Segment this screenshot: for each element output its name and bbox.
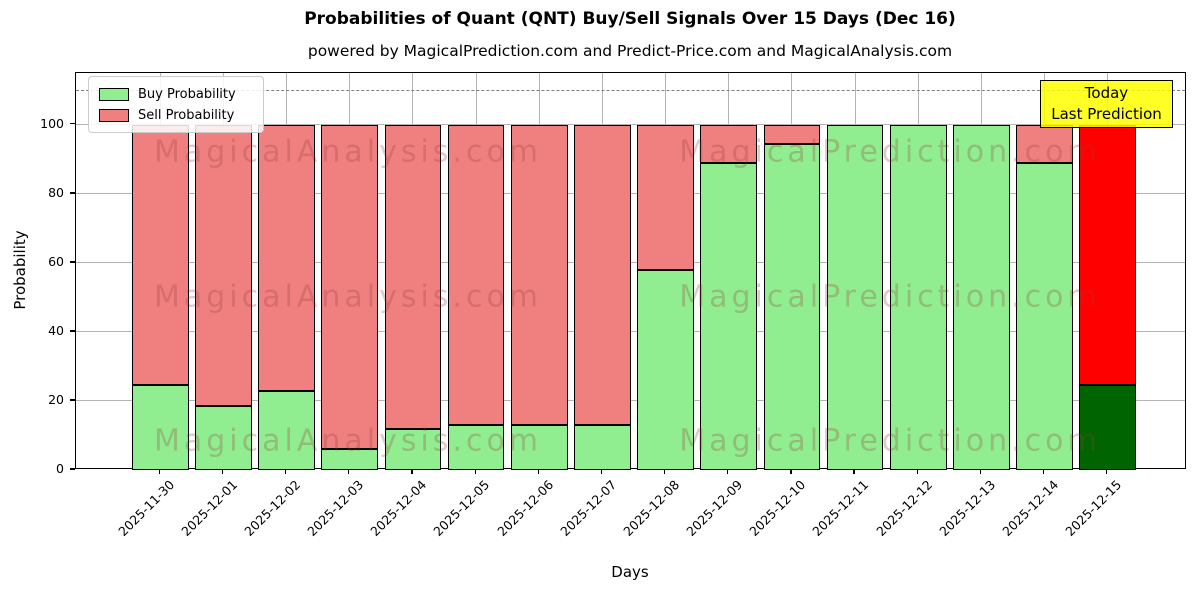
x-tick-mark xyxy=(474,469,476,474)
x-tick-label: 2025-12-12 xyxy=(872,477,935,539)
x-tick-mark xyxy=(158,469,160,474)
x-tick-label: 2025-12-13 xyxy=(936,477,998,539)
plot-area xyxy=(75,72,1186,470)
buy-bar-segment xyxy=(510,425,568,470)
legend-sell-swatch xyxy=(99,109,129,122)
today-annotation-line1: Today xyxy=(1084,84,1129,102)
x-tick-label: 2025-12-06 xyxy=(493,477,556,539)
buy-bar-segment xyxy=(384,428,442,470)
y-tick-label: 0 xyxy=(56,461,64,476)
legend-row-buy: Buy Probability xyxy=(99,84,253,105)
x-tick-label: 2025-12-14 xyxy=(999,477,1062,539)
legend-row-sell: Sell Probability xyxy=(99,105,253,126)
sell-bar-segment xyxy=(131,124,189,386)
buy-bar-segment xyxy=(574,425,631,470)
y-tick-label: 40 xyxy=(48,322,64,338)
sell-bar-segment xyxy=(763,124,821,144)
buy-bar-segment xyxy=(1079,385,1137,470)
buy-bar-segment xyxy=(700,162,758,470)
y-tick-label: 20 xyxy=(48,391,64,407)
buy-bar-segment xyxy=(763,143,821,470)
sell-bar-segment xyxy=(700,124,758,163)
x-axis-label: Days xyxy=(611,563,649,581)
today-annotation: Today Last Prediction xyxy=(1040,80,1173,128)
x-tick-label: 2025-12-03 xyxy=(304,477,367,539)
y-tick-mark xyxy=(69,468,75,470)
x-tick-label: 2025-12-11 xyxy=(809,477,872,539)
x-tick-mark xyxy=(411,469,413,474)
y-tick-mark xyxy=(69,399,75,401)
x-tick-mark xyxy=(727,469,729,474)
x-tick-label: 2025-12-08 xyxy=(620,477,683,539)
x-tick-label: 2025-12-10 xyxy=(746,477,809,539)
watermark-text: MagicalPrediction.com xyxy=(679,134,1101,170)
x-tick-mark xyxy=(1042,469,1045,474)
x-tick-mark xyxy=(663,469,666,474)
x-tick-label: 2025-12-07 xyxy=(557,477,620,539)
legend-buy-label: Buy Probability xyxy=(138,87,236,102)
buy-bar-segment xyxy=(826,124,884,470)
x-tick-mark xyxy=(285,469,287,474)
today-annotation-line2: Last Prediction xyxy=(1051,105,1162,123)
buy-bar-segment xyxy=(447,425,505,470)
x-tick-mark xyxy=(600,469,603,474)
sell-bar-segment xyxy=(258,124,316,391)
y-tick-mark xyxy=(69,192,75,194)
sell-bar-segment xyxy=(510,124,568,426)
watermark-text: MagicalAnalysis.com xyxy=(153,279,543,315)
y-tick-label: 60 xyxy=(48,253,64,269)
buy-bar-segment xyxy=(258,390,316,470)
x-tick-mark xyxy=(1106,469,1108,474)
buy-bar-segment xyxy=(952,124,1010,470)
buy-bar-segment xyxy=(195,406,252,470)
buy-bar-segment xyxy=(321,449,379,470)
buy-bar-segment xyxy=(889,124,947,470)
sell-bar-segment xyxy=(384,124,442,429)
watermark-text: MagicalPrediction.com xyxy=(679,423,1101,459)
watermark-text: MagicalAnalysis.com xyxy=(153,423,543,459)
sell-bar-segment xyxy=(1016,124,1073,163)
y-axis-label: Probability xyxy=(11,230,29,310)
sell-bar-segment xyxy=(321,124,379,450)
x-tick-label: 2025-12-02 xyxy=(241,477,304,539)
y-tick-label: 100 xyxy=(40,115,64,131)
y-tick-mark xyxy=(69,123,75,125)
x-tick-label: 2025-12-04 xyxy=(367,477,430,539)
legend-sell-label: Sell Probability xyxy=(138,108,235,123)
x-tick-mark xyxy=(348,469,350,474)
legend-buy-swatch xyxy=(99,88,129,101)
x-tick-label: 2025-12-01 xyxy=(178,477,241,539)
x-tick-label: 2025-12-09 xyxy=(683,477,746,539)
y-tick-label: 80 xyxy=(48,184,64,200)
y-tick-mark xyxy=(69,261,75,263)
x-tick-mark xyxy=(979,469,982,474)
x-tick-label: 2025-11-30 xyxy=(114,477,177,539)
x-tick-label: 2025-12-15 xyxy=(1062,477,1125,539)
dashed-guide-line xyxy=(76,90,1185,92)
x-tick-mark xyxy=(790,469,792,474)
sell-bar-segment xyxy=(447,124,505,426)
watermark-text: MagicalPrediction.com xyxy=(679,279,1101,315)
legend: Buy Probability Sell Probability xyxy=(88,76,264,133)
sell-bar-segment xyxy=(1079,124,1137,386)
sell-bar-segment xyxy=(574,124,631,426)
chart-title: Probabilities of Quant (QNT) Buy/Sell Si… xyxy=(304,9,956,29)
x-tick-label: 2025-12-05 xyxy=(430,477,493,539)
x-tick-mark xyxy=(916,469,918,474)
buy-bar-segment xyxy=(637,269,694,470)
buy-bar-segment xyxy=(131,385,189,470)
x-tick-mark xyxy=(853,469,855,474)
chart-subtitle: powered by MagicalPrediction.com and Pre… xyxy=(307,42,953,60)
y-tick-mark xyxy=(69,330,75,332)
sell-bar-segment xyxy=(195,124,252,407)
watermark-text: MagicalAnalysis.com xyxy=(153,134,543,170)
x-tick-mark xyxy=(221,469,224,474)
x-tick-mark xyxy=(537,469,539,474)
sell-bar-segment xyxy=(637,124,694,270)
buy-bar-segment xyxy=(1016,162,1073,470)
